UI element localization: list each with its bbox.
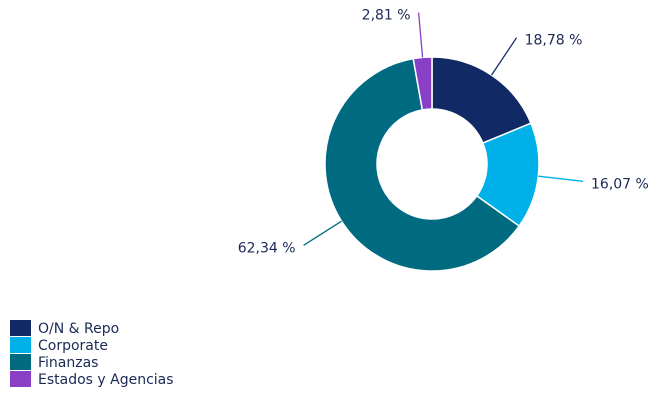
donut-slice xyxy=(324,57,521,272)
leader-line xyxy=(303,220,342,246)
data-label: 16,07 % xyxy=(591,176,649,192)
leader-line xyxy=(417,12,424,58)
leader-line xyxy=(490,37,518,76)
data-label: 62,34 % xyxy=(238,240,296,256)
donut-slice xyxy=(412,56,433,111)
legend-label: Finanzas xyxy=(38,355,98,371)
leader-line xyxy=(538,175,584,182)
data-label: 2,81 % xyxy=(362,8,411,24)
legend-swatch xyxy=(10,354,31,370)
legend-swatch xyxy=(10,320,31,336)
data-label: 18,78 % xyxy=(525,33,583,49)
legend-swatch xyxy=(10,337,31,353)
legend-label: Estados y Agencias xyxy=(38,372,174,388)
legend-swatch xyxy=(10,371,31,387)
legend-label: Corporate xyxy=(38,338,108,354)
legend-label: O/N & Repo xyxy=(38,321,119,337)
